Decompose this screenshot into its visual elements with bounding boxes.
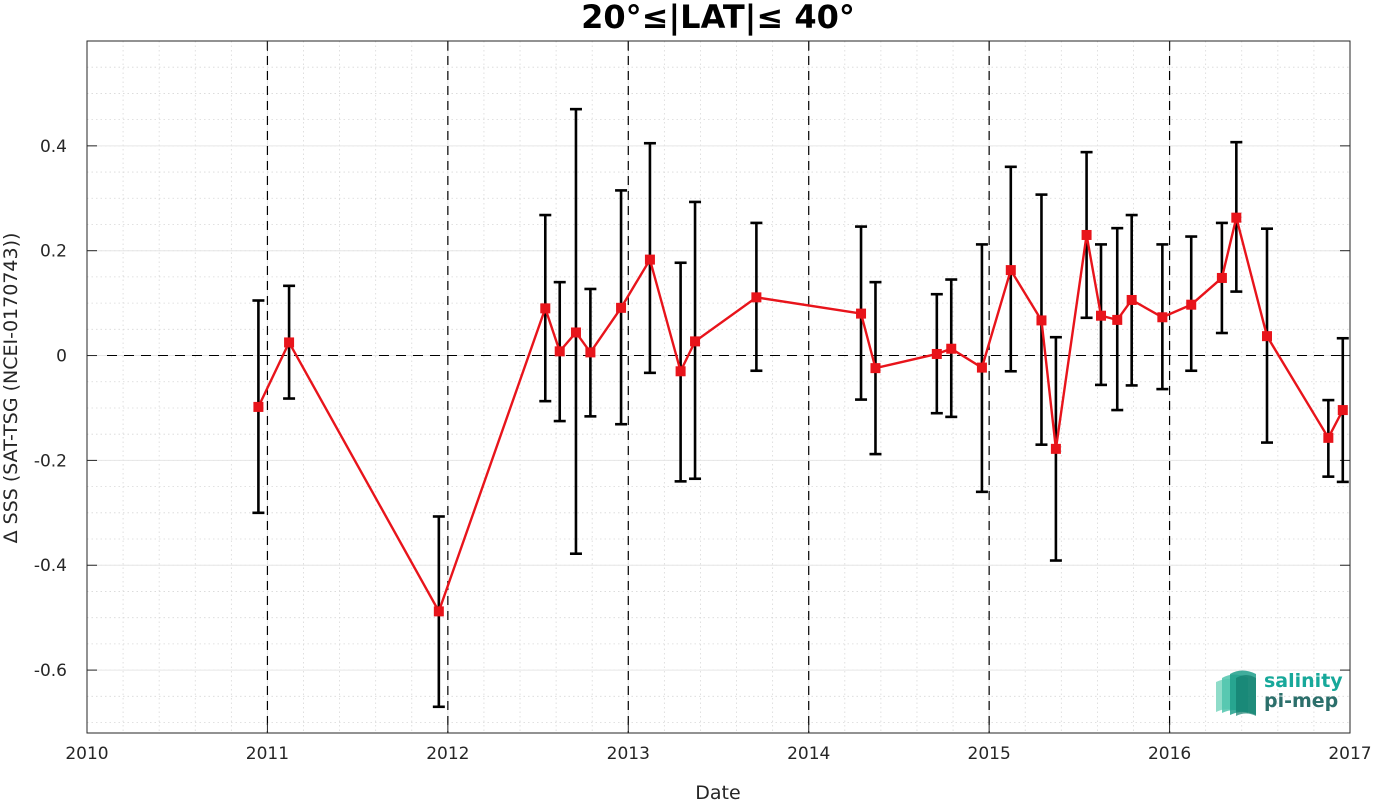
x-tick-label: 2013	[607, 744, 650, 764]
data-point-marker	[690, 336, 701, 347]
x-axis-label: Date	[695, 782, 740, 801]
data-point-marker	[1126, 294, 1137, 305]
data-point-marker	[1005, 265, 1016, 276]
x-tick-label: 2015	[968, 744, 1011, 764]
data-point-marker	[1323, 432, 1334, 443]
data-point-marker	[1231, 212, 1242, 223]
y-tick-label: -0.6	[34, 661, 67, 681]
plot-area-frame	[86, 40, 1351, 734]
logo-waves-icon	[1216, 670, 1256, 716]
tick-marks	[86, 41, 1351, 733]
data-point-marker	[616, 302, 627, 313]
x-tick-label: 2016	[1148, 744, 1191, 764]
data-point-marker	[946, 343, 957, 354]
data-point-marker	[675, 366, 686, 377]
chart-title: 20°≤|LAT|≤ 40°	[581, 0, 855, 37]
data-point-marker	[253, 401, 264, 412]
x-tick-labels: 2010 2011 2012 2013 2014 2015 2016 2017	[65, 744, 1371, 764]
x-tick-label: 2010	[65, 744, 108, 764]
data-point-marker	[1186, 299, 1197, 310]
data-point-marker	[1036, 315, 1047, 326]
x-tick-label: 2011	[246, 744, 289, 764]
data-point-marker	[644, 254, 655, 265]
data-point-marker	[1050, 443, 1061, 454]
data-point-marker	[1337, 405, 1348, 416]
data-point-marker	[554, 346, 565, 357]
y-tick-label: 0.2	[40, 242, 67, 262]
data-point-marker	[870, 363, 881, 374]
data-point-marker	[1112, 314, 1123, 325]
data-point-marker	[1262, 331, 1273, 342]
logo-text-pi-mep: pi-mep	[1264, 690, 1338, 712]
y-tick-label: -0.2	[34, 451, 67, 471]
y-tick-label: 0.4	[40, 137, 67, 157]
data-point-marker	[931, 348, 942, 359]
y-axis-label: Δ SSS (SAT-TSG (NCEI-0170743))	[0, 233, 22, 544]
data-point-marker	[585, 347, 596, 358]
data-point-marker	[1216, 272, 1227, 283]
data-point-marker	[540, 303, 551, 314]
logo-text-salinity: salinity	[1264, 670, 1343, 692]
y-tick-labels: -0.6 -0.4 -0.2 0 0.2 0.4	[34, 137, 67, 681]
x-tick-label: 2014	[787, 744, 830, 764]
y-tick-label: 0	[56, 347, 67, 367]
data-point-marker	[570, 327, 581, 338]
data-point-marker	[1081, 229, 1092, 240]
data-markers	[253, 212, 1348, 617]
x-tick-label: 2017	[1328, 744, 1371, 764]
data-point-marker	[284, 337, 295, 348]
data-point-marker	[1157, 312, 1168, 323]
y-tick-label: -0.4	[34, 556, 67, 576]
data-point-marker	[976, 362, 987, 373]
data-point-marker	[751, 292, 762, 303]
grid-layer	[86, 40, 1351, 733]
data-point-marker	[433, 606, 444, 617]
x-tick-label: 2012	[426, 744, 469, 764]
data-point-marker	[1096, 310, 1107, 321]
salinity-pi-mep-logo: salinity pi-mep	[1216, 670, 1343, 716]
year-divider-lines	[266, 41, 1171, 733]
data-point-marker	[856, 308, 867, 319]
